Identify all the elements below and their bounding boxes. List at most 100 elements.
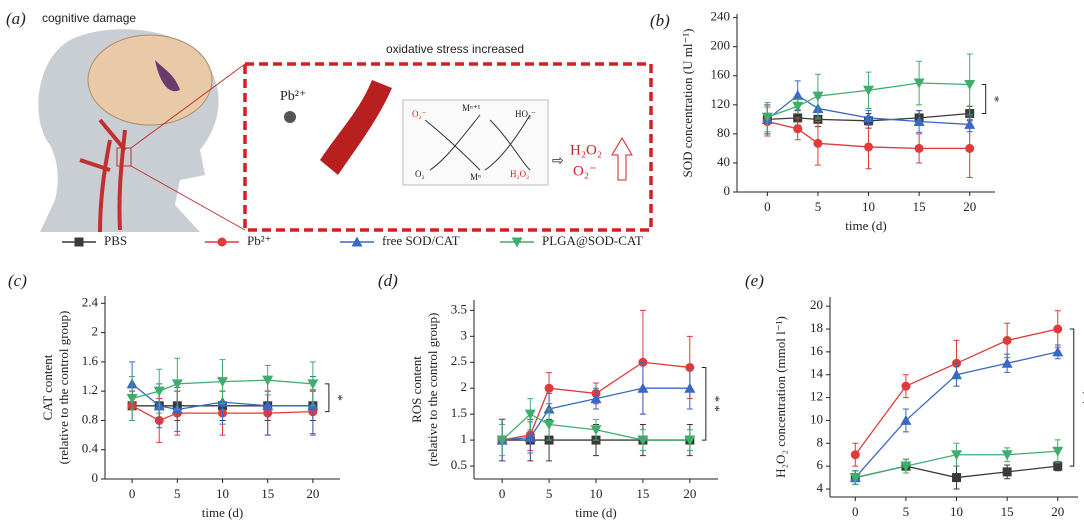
y-tick-label: 0.4 [82,441,99,456]
x-tick-label: 5 [903,504,910,519]
legend-marker [74,237,84,247]
marker [544,383,554,393]
y-tick-label: 18 [810,320,823,335]
y-axis-label: (relative to the control group) [56,311,71,465]
x-tick-label: 15 [261,486,274,501]
marker [1053,324,1063,334]
legend-label: PLGA@SOD-CAT [542,233,643,248]
y-tick-label: 20 [810,297,823,312]
y-tick-label: 3.5 [451,301,467,316]
marker [964,79,976,90]
y-tick-label: 120 [711,96,731,111]
y-axis-label: ROS content [409,356,424,423]
panel-label: (d) [378,271,398,290]
series-line [131,383,313,411]
marker [951,369,963,380]
y-axis-label: SOD concentration (U ml⁻¹) [680,28,695,177]
brain [87,34,213,126]
marker [761,112,773,123]
marker [952,473,962,483]
significance-label: * * [708,396,723,412]
vessels [79,118,127,233]
x-tick-label: 5 [174,486,181,501]
marker [913,78,925,89]
product: H₂O₂ [570,142,602,158]
y-tick-label: 1.2 [82,382,98,397]
significance-bracket [324,383,330,413]
significance-label: * [331,394,346,401]
y-tick-label: 1.5 [451,405,467,420]
marker [792,89,804,100]
reaction-species: O₂⁻ [412,109,427,119]
y-tick-label: 4 [817,480,824,495]
y-tick-label: 240 [711,9,731,24]
marker [637,435,649,446]
significance-bracket [701,366,707,441]
reaction-species: O₂ [415,169,425,179]
legend-marker [217,237,227,247]
series-line [767,112,970,122]
x-tick-label: 20 [683,486,696,501]
series-line [502,361,690,441]
x-tick-label: 15 [913,199,926,214]
y-tick-label: 200 [711,38,731,53]
x-tick-label: 15 [1001,504,1014,519]
y-tick-label: 6 [817,457,824,472]
reaction-species: Mⁿ [470,172,481,182]
reaction-arrows [424,114,531,171]
marker [496,435,508,446]
series-line [502,387,690,441]
y-tick-label: 0 [724,183,731,198]
y-tick-label: 2 [92,324,99,339]
marker [1052,346,1064,357]
x-tick-label: 20 [963,199,976,214]
y-tick-label: 14 [810,366,824,381]
x-tick-label: 0 [499,486,506,501]
x-tick-label: 10 [216,486,229,501]
marker [1002,335,1012,345]
marker [590,425,602,436]
x-tick-label: 20 [306,486,319,501]
marker [863,112,875,123]
significance-bracket [981,83,987,115]
x-tick-label: 15 [636,486,649,501]
legend-marker [511,237,523,248]
panel-label: (e) [745,271,764,290]
y-tick-label: 0 [92,470,99,485]
marker [171,379,183,390]
y-tick-label: 2.4 [82,294,99,309]
reaction-species: H₂O₂ [510,169,529,179]
y-tick-label: 12 [810,389,823,404]
marker [793,124,803,134]
marker [1052,446,1064,457]
x-axis-label: time (d) [845,218,887,233]
box-title: oxidative stress increased [386,42,524,56]
marker [684,435,696,446]
marker [792,101,804,112]
x-axis-label: time (d) [575,505,617,520]
increase-arrow [611,137,633,181]
y-tick-label: 80 [717,125,730,140]
x-axis-label: time (d) [202,505,244,520]
y-tick-label: 16 [810,343,824,358]
marker [1001,450,1013,461]
marker [1002,467,1012,477]
marker [153,386,165,397]
caption: cognitive damage [42,11,136,25]
x-tick-label: 10 [950,504,963,519]
marker [849,473,861,484]
marker [262,375,274,386]
marker [964,118,976,129]
marker [543,420,555,431]
product: O₂⁻ [573,163,597,179]
marker [812,91,824,102]
marker [637,382,649,393]
y-tick-label: 0.5 [451,457,467,472]
marker [951,450,963,461]
series-line [131,405,313,422]
x-tick-label: 0 [129,486,136,501]
marker [217,377,228,388]
x-tick-label: 20 [1051,504,1064,519]
x-tick-label: 0 [852,504,859,519]
y-axis-label: H₂O₂ concentration (mmol l⁻¹) [773,316,788,478]
